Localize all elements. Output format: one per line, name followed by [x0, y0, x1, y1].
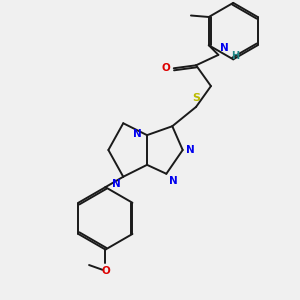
Text: O: O — [161, 63, 170, 73]
Text: N: N — [169, 176, 178, 186]
Text: N: N — [220, 44, 229, 53]
Text: S: S — [192, 93, 200, 103]
Text: H: H — [231, 51, 239, 62]
Text: N: N — [112, 179, 120, 189]
Text: O: O — [101, 266, 110, 276]
Text: N: N — [186, 145, 195, 155]
Text: N: N — [133, 129, 142, 139]
